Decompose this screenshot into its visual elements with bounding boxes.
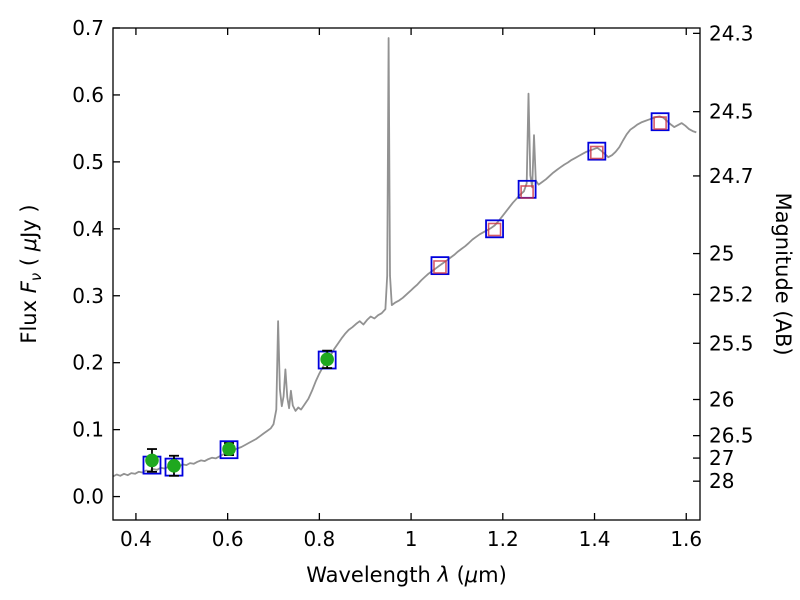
- y-tick-label-right: 25.5: [709, 331, 754, 355]
- axis-labels-group: 0.4 0.6 0.8 1 1.2 1.4 1.6 0.0 0.1 0.2 0.3 0.4 0.5 0.6…: [17, 16, 795, 587]
- y-tick-label-right: 25: [709, 242, 734, 266]
- model-photometry-square: [485, 219, 504, 239]
- model-photometry-square: [430, 256, 450, 276]
- observed-photometry-point: [320, 352, 334, 367]
- y-tick-label-right: 24.5: [709, 100, 754, 124]
- y-tick-label-right: 25.2: [709, 282, 754, 306]
- y-axis-label-left: Flux Fν ( μJy ): [17, 204, 45, 343]
- x-tick-label: 1.6: [670, 527, 702, 551]
- y-tick-label-right: 24.7: [709, 164, 754, 188]
- plot-area: [113, 28, 700, 520]
- band-flux-square: [433, 260, 447, 274]
- observed-photometry-point: [167, 458, 181, 473]
- band-flux-group: [433, 116, 667, 274]
- y-tick-label-left: 0.7: [72, 16, 104, 40]
- y-tick-label-left: 0.2: [72, 351, 104, 375]
- plot-border: [112, 27, 701, 521]
- observed-photometry-point: [145, 453, 159, 468]
- y-tick-label-left: 0.0: [72, 485, 104, 509]
- spectrum-line-group: [113, 37, 697, 478]
- band-flux-square: [520, 185, 534, 199]
- model-photometry-square: [587, 141, 607, 161]
- x-tick-label: 1.4: [579, 527, 611, 551]
- y-tick-label-right: 24.3: [709, 21, 754, 45]
- x-tick-label: 1.2: [487, 527, 519, 551]
- band-flux-square: [590, 145, 604, 160]
- y-tick-label-right: 26.5: [709, 424, 754, 448]
- observed-photometry-point: [222, 442, 236, 456]
- y-tick-label-left: 0.3: [72, 284, 104, 308]
- x-tick-label: 0.4: [120, 527, 152, 551]
- observed-photometry-group: [145, 352, 334, 473]
- y-tick-label-left: 0.6: [72, 83, 104, 107]
- band-flux-square: [487, 222, 502, 237]
- y-tick-label-left: 0.1: [72, 418, 104, 442]
- y-tick-label-right: 28: [709, 469, 734, 493]
- y-tick-label-right: 27: [709, 446, 734, 470]
- x-tick-label: 0.6: [212, 527, 244, 551]
- spectrum-line: [113, 37, 697, 478]
- model-photometry-group: [142, 112, 670, 477]
- y-tick-label-left: 0.4: [72, 217, 104, 241]
- x-tick-label: 0.8: [303, 527, 335, 551]
- model-photometry-square: [219, 440, 239, 460]
- x-axis-label: Wavelength λ (μm): [306, 563, 507, 587]
- axes-group: [112, 27, 701, 521]
- y-tick-label-left: 0.5: [72, 150, 104, 174]
- model-photometry-square: [650, 112, 670, 132]
- y-axis-label-right: Magnitude (AB): [771, 192, 795, 355]
- x-tick-label: 1: [405, 527, 418, 551]
- band-flux-square: [653, 116, 667, 130]
- y-tick-label-right: 26: [709, 388, 734, 412]
